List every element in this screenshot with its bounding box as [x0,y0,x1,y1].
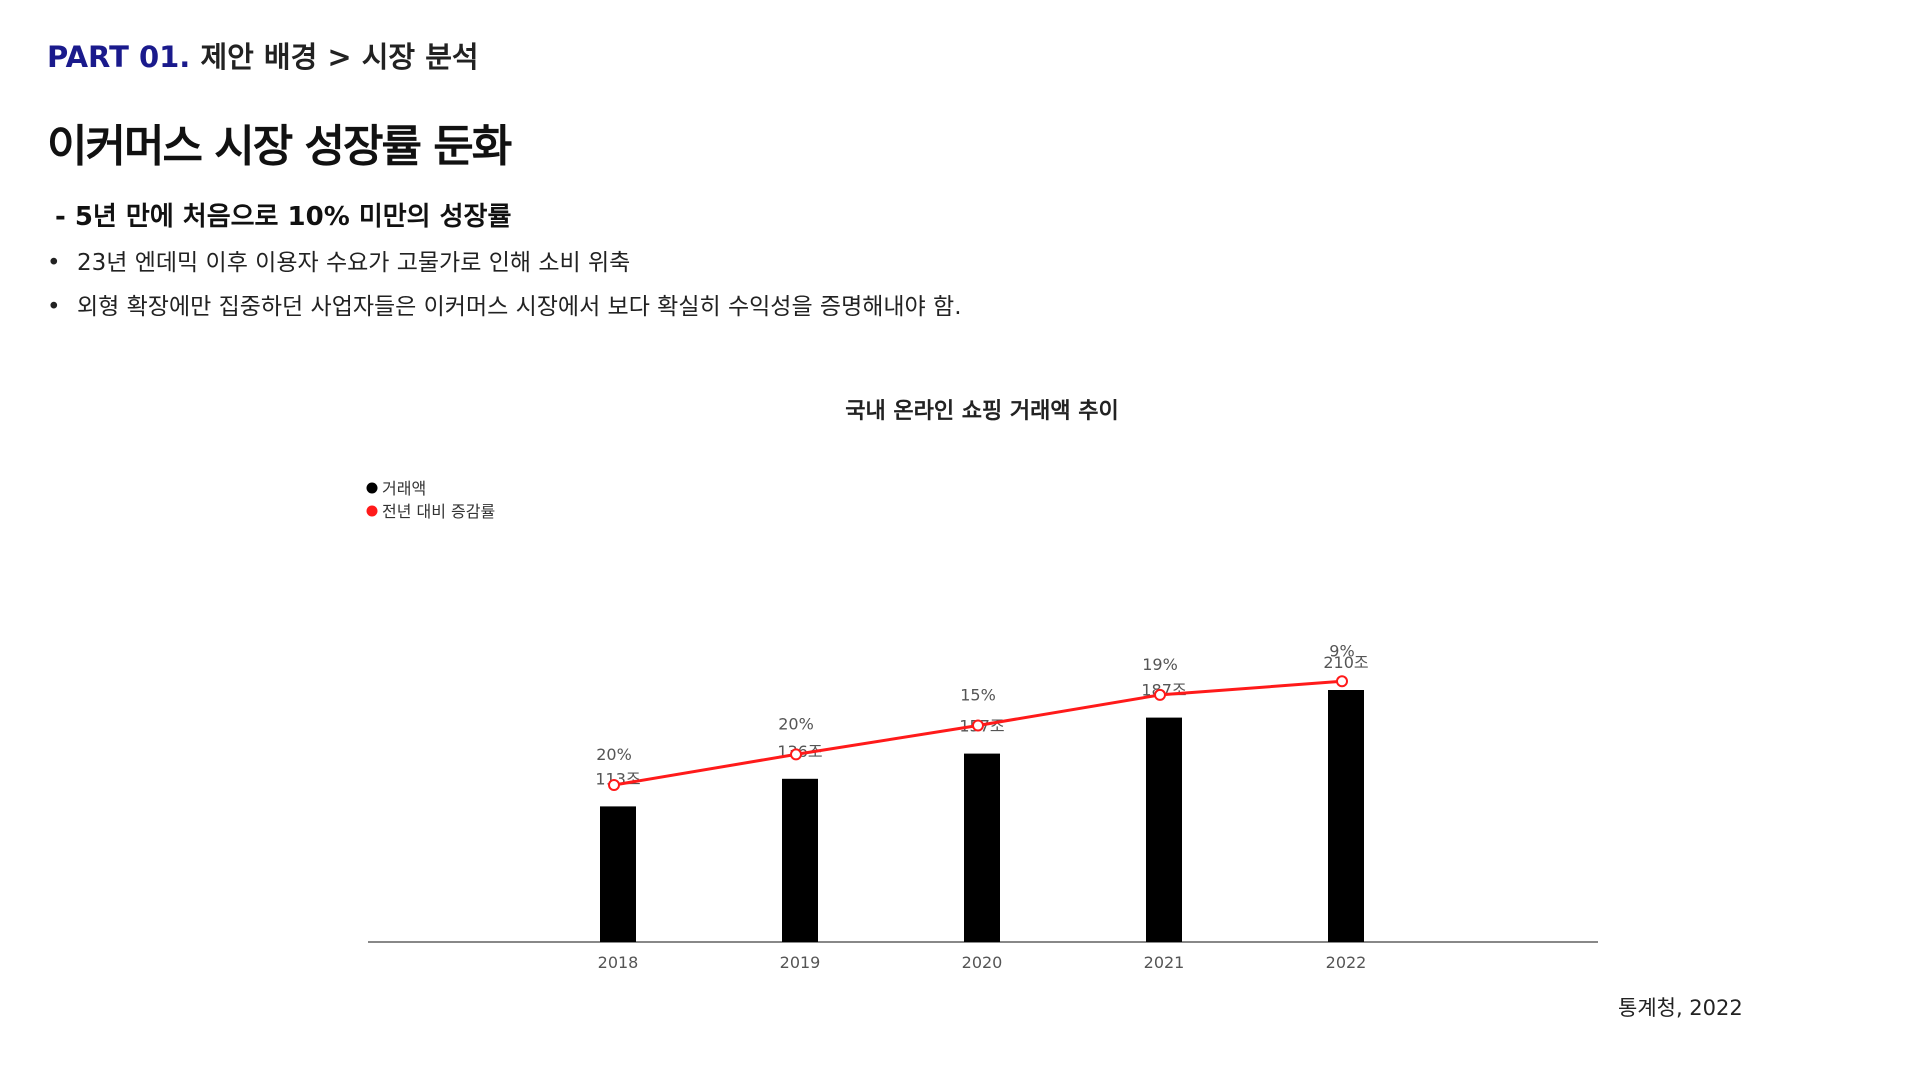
bullet-item: • 외형 확장에만 집중하던 사업자들은 이커머스 시장에서 보다 확실히 수익성… [47,287,962,321]
growth-rate-label-2020: 15% [960,686,996,705]
bar-2018 [600,806,636,942]
bullet-item: • 23년 엔데믹 이후 이용자 수요가 고물가로 인해 소비 위축 [47,243,630,277]
breadcrumb-path: 제안 배경 > 시장 분석 [200,40,479,74]
growth-rate-point-2021 [1154,688,1166,701]
growth-rate-point-2018 [608,779,620,791]
breadcrumb: PART 01. 제안 배경 > 시장 분석 [47,34,479,76]
chart-legend: 거래액 전년 대비 증감률 [366,479,495,521]
bar-2019 [782,778,818,942]
bar-2022 [1328,690,1364,942]
page-title: 이커머스 시장 성장률 둔화 [47,121,512,172]
line-layer: 20% 20% 15% 19% 9% [596,641,1355,791]
legend-bar-label: 거래액 [382,479,426,498]
bullet-text: 23년 엔데믹 이후 이용자 수요가 고물가로 인해 소비 위축 [77,250,631,276]
growth-rate-label-2019: 20% [778,714,814,733]
bar-2020 [964,753,1000,942]
chart-title: 국내 온라인 쇼핑 거래액 추이 [845,399,1119,424]
legend-bar-marker-icon [366,482,378,494]
x-tick-label-2019: 2019 [780,953,821,972]
subheading: - 5년 만에 처음으로 10% 미만의 성장률 [55,202,512,232]
bullet-text: 외형 확장에만 집중하던 사업자들은 이커머스 시장에서 보다 확실히 수익성을… [77,294,962,320]
bars-layer: 113조2018136조2019157조2020187조2021210조2022 [595,653,1368,972]
source-citation: 통계청, 2022 [1618,996,1743,1020]
bullet-dot-icon: • [47,294,61,320]
growth-rate-label-2021: 19% [1142,655,1178,674]
growth-rate-point-2020 [972,719,984,732]
bullet-dot-icon: • [47,250,61,276]
x-tick-label-2018: 2018 [598,953,639,972]
x-tick-label-2021: 2021 [1144,953,1185,972]
growth-rate-label-2018: 20% [596,745,632,764]
legend-line-marker-icon [366,505,378,517]
part-label: PART 01. [47,40,191,74]
bar-value-label-2022: 210조 [1323,653,1368,672]
x-tick-label-2022: 2022 [1326,953,1367,972]
bar-2021 [1146,717,1182,942]
x-tick-label-2020: 2020 [962,953,1003,972]
growth-rate-point-2019 [790,748,802,761]
growth-rate-label-2022: 9% [1329,641,1354,660]
legend-line-label: 전년 대비 증감률 [382,502,495,521]
growth-rate-point-2022 [1336,675,1348,688]
